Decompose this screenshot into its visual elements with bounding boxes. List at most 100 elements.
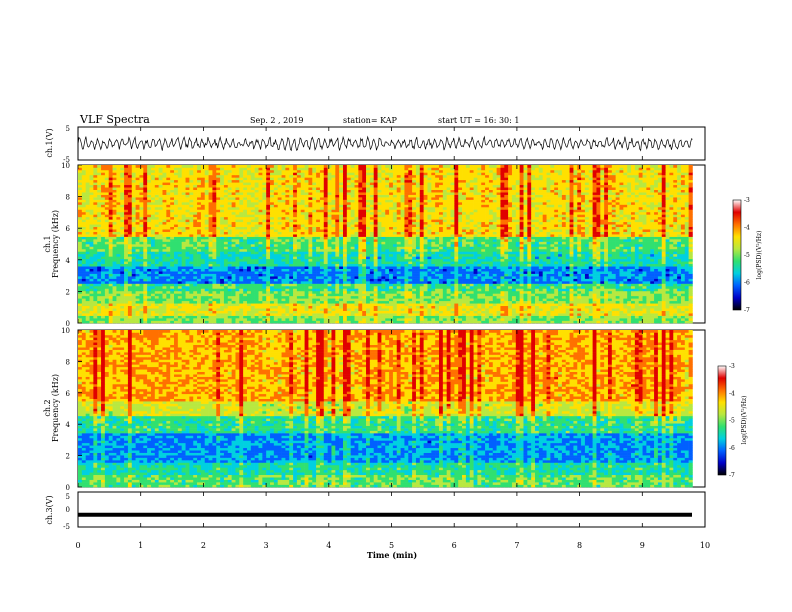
spectrogram-cell — [435, 284, 439, 287]
spectrogram-cell — [539, 284, 543, 287]
spectrogram-cell — [458, 318, 462, 321]
spectrogram-cell — [120, 271, 124, 274]
spectrogram-cell — [339, 256, 343, 259]
spectrogram-cell — [136, 279, 140, 282]
spectrogram-cell — [216, 296, 220, 299]
spectrogram-cell — [378, 291, 382, 294]
spectrogram-cell — [109, 284, 113, 287]
spectrogram-cell — [105, 313, 109, 316]
spectrogram-cell — [489, 246, 493, 249]
spectrogram-cell — [316, 246, 320, 249]
spectrogram-cell — [627, 303, 631, 306]
spectrogram-cell — [527, 318, 531, 321]
spectrogram-cell — [201, 286, 205, 289]
spectrogram-cell — [116, 281, 120, 284]
spectrogram-cell — [343, 254, 347, 257]
spectrogram-cell — [666, 293, 670, 296]
spectrogram-cell — [347, 306, 351, 309]
spectrogram-cell — [155, 293, 159, 296]
spectrogram-cell — [305, 288, 309, 291]
spectrogram-cell — [635, 286, 639, 289]
spectrogram-cell — [289, 281, 293, 284]
spectrogram-cell — [458, 251, 462, 254]
spectrogram-cell — [585, 254, 589, 257]
spectrogram-cell — [259, 284, 263, 287]
spectrogram-cell — [512, 313, 516, 316]
spectrogram-cell — [331, 269, 335, 272]
spectrogram-cell — [412, 296, 416, 299]
spectrogram-cell — [535, 254, 539, 257]
spectrogram-cell — [166, 274, 170, 277]
spectrogram-cell — [251, 246, 255, 249]
spectrogram-cell — [558, 246, 562, 249]
spectrogram-cell — [224, 271, 228, 274]
spectrogram-cell — [523, 266, 527, 269]
spectrogram-cell — [485, 316, 489, 319]
spectrogram-cell — [355, 313, 359, 316]
spectrogram-cell — [86, 259, 90, 262]
spectrogram-cell — [162, 288, 166, 291]
spectrogram-cell — [243, 279, 247, 282]
spectrogram-cell — [554, 276, 558, 279]
spectrogram-cell — [86, 288, 90, 291]
spectrogram-cell — [308, 266, 312, 269]
spectrogram-cell — [239, 276, 243, 279]
spectrogram-cell — [293, 261, 297, 264]
spectrogram-cell — [562, 313, 566, 316]
spectrogram-cell — [489, 321, 493, 324]
spectrogram-cell — [370, 259, 374, 262]
spectrogram-cell — [320, 281, 324, 284]
spectrogram-cell — [113, 261, 117, 264]
spectrogram-cell — [193, 308, 197, 311]
spectrogram-cell — [408, 321, 412, 324]
spectrogram-cell — [681, 303, 685, 306]
spectrogram-cell — [335, 269, 339, 272]
spectrogram-cell — [650, 256, 654, 259]
spectrogram-cell — [220, 296, 224, 299]
spectrogram-cell — [347, 296, 351, 299]
spectrogram-cell — [351, 288, 355, 291]
spectrogram-cell — [654, 306, 658, 309]
spectrogram-cell — [447, 321, 451, 324]
spectrogram-cell — [366, 259, 370, 262]
spectrogram-cell — [408, 296, 412, 299]
spectrogram-cell — [416, 303, 420, 306]
spectrogram-cell — [527, 298, 531, 301]
spectrogram-cell — [86, 251, 90, 254]
spectrogram-cell — [162, 256, 166, 259]
spectrogram-cell — [427, 296, 431, 299]
spectrogram-cell — [412, 254, 416, 257]
spectrogram-cell — [612, 306, 616, 309]
spectrogram-cell — [424, 321, 428, 324]
spectrogram-cell — [385, 249, 389, 252]
spectrogram-cell — [147, 246, 151, 249]
spectrogram-cell — [412, 271, 416, 274]
spectrogram-cell — [454, 306, 458, 309]
spectrogram-cell — [358, 259, 362, 262]
spectrogram-cell — [212, 284, 216, 287]
spectrogram-cell — [485, 281, 489, 284]
spectrogram-cell — [374, 259, 378, 262]
spectrogram-cell — [93, 254, 97, 257]
spectrogram-cell — [109, 276, 113, 279]
spectrogram-cell — [497, 286, 501, 289]
spectrogram-cell — [120, 303, 124, 306]
spectrogram-cell — [251, 291, 255, 294]
spectrogram-cell — [232, 256, 236, 259]
spectrogram-cell — [274, 276, 278, 279]
spectrogram-cell — [305, 251, 309, 254]
spectrogram-cell — [658, 301, 662, 304]
spectrogram-cell — [539, 296, 543, 299]
spectrogram-cell — [139, 311, 143, 314]
spectrogram-cell — [358, 266, 362, 269]
spectrogram-cell — [689, 279, 693, 282]
spectrogram-cell — [589, 256, 593, 259]
spectrogram-cell — [128, 256, 132, 259]
spectrogram-cell — [685, 274, 689, 277]
spectrogram-cell — [186, 313, 190, 316]
spectrogram-cell — [305, 249, 309, 252]
spectrogram-cell — [401, 266, 405, 269]
spectrogram-cell — [251, 318, 255, 321]
spectrogram-cell — [608, 264, 612, 267]
spectrogram-cell — [593, 288, 597, 291]
